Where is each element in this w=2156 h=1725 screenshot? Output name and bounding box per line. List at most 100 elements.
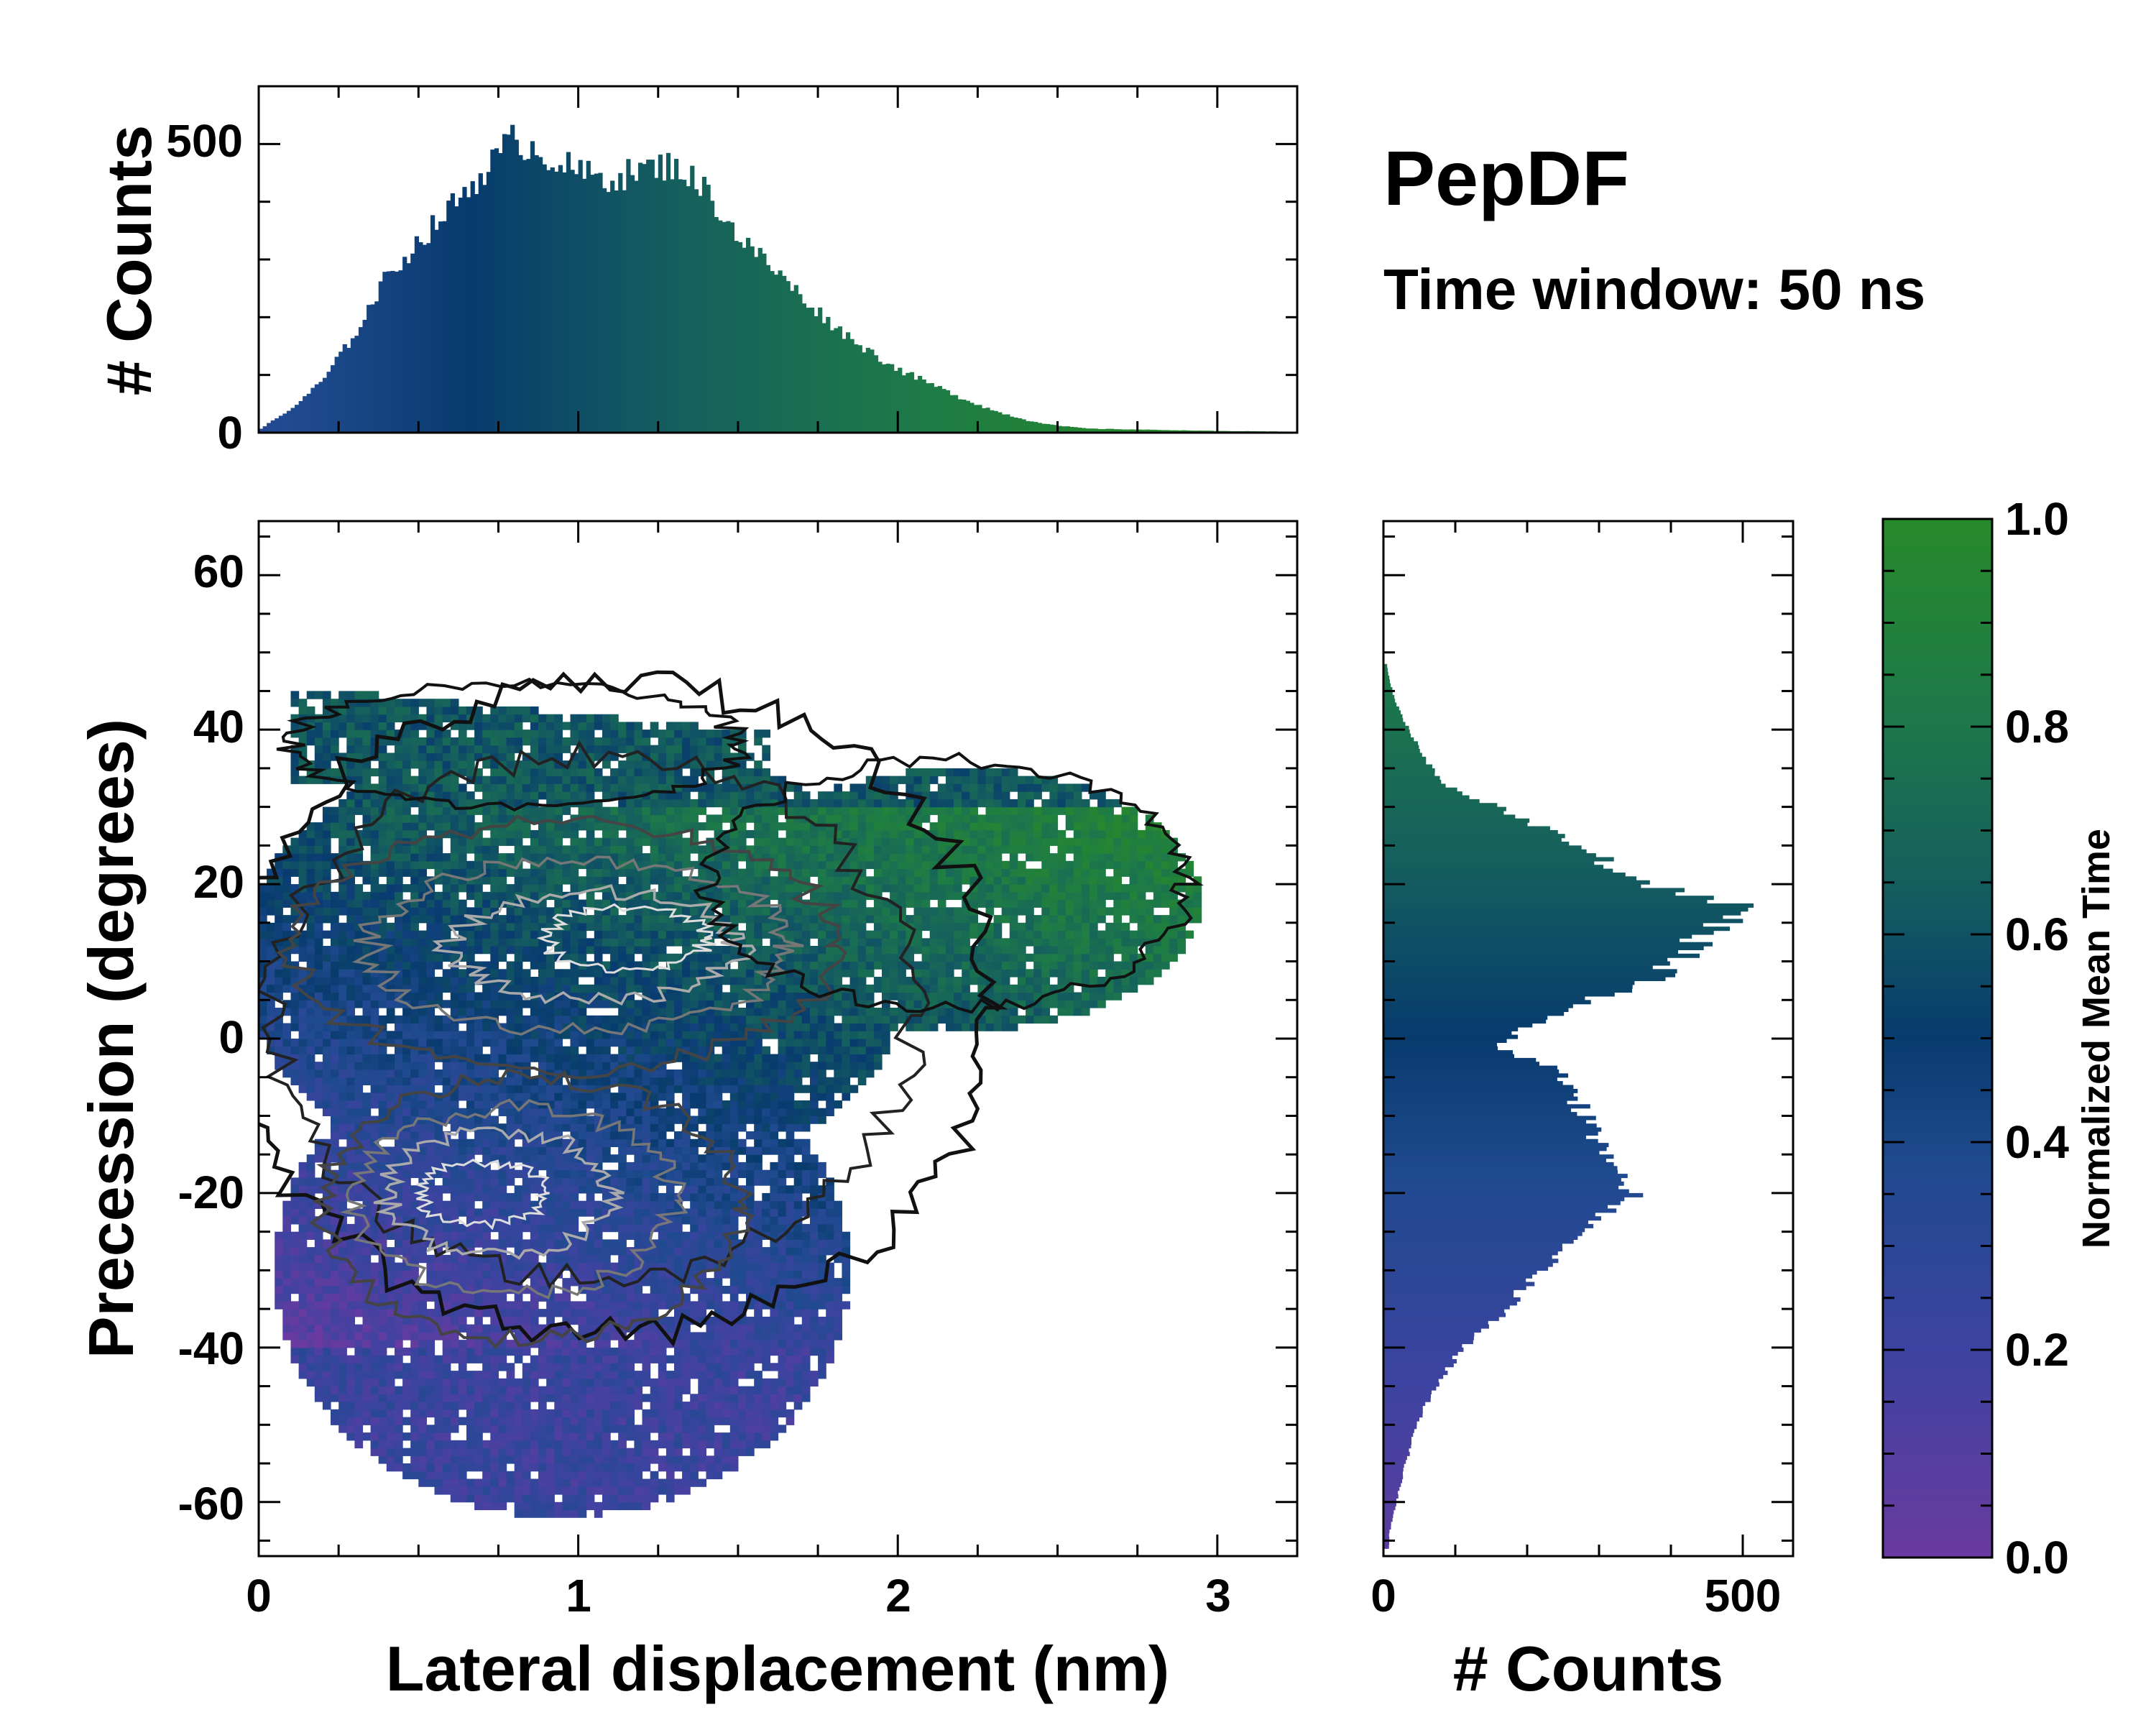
heatmap-cell	[610, 1154, 619, 1163]
heatmap-cell	[570, 1448, 579, 1456]
heatmap-cell	[314, 1023, 323, 1031]
heatmap-cell	[306, 1301, 315, 1310]
heatmap-cell	[626, 1008, 635, 1016]
heatmap-cell	[538, 938, 547, 947]
top-histogram-bar	[630, 175, 635, 433]
heatmap-cell	[362, 992, 372, 1000]
heatmap-cell	[410, 1070, 419, 1078]
heatmap-cell	[570, 1402, 579, 1410]
heatmap-cell	[626, 1231, 635, 1240]
heatmap-cell	[578, 1077, 587, 1085]
top-histogram-bar	[1065, 426, 1070, 433]
heatmap-cell	[642, 1448, 651, 1456]
heatmap-cell	[498, 776, 507, 784]
top-histogram-bar	[354, 336, 359, 433]
heatmap-cell	[370, 1278, 379, 1287]
heatmap-cell	[482, 977, 491, 985]
heatmap-cell	[650, 1417, 659, 1425]
heatmap-cell	[331, 722, 339, 730]
heatmap-cell	[442, 1000, 451, 1008]
heatmap-cell	[458, 1000, 467, 1008]
heatmap-cell	[562, 1494, 571, 1503]
heatmap-cell	[594, 1386, 603, 1394]
heatmap-cell	[458, 946, 467, 954]
heatmap-cell	[322, 1254, 331, 1264]
heatmap-cell	[354, 1309, 364, 1317]
heatmap-cell	[482, 1023, 491, 1031]
heatmap-cell	[554, 1347, 563, 1356]
heatmap-cell	[586, 1270, 595, 1279]
heatmap-cell	[275, 1285, 283, 1294]
heatmap-cell	[434, 845, 443, 854]
top-histogram-bar	[757, 247, 763, 433]
top-histogram-bar	[926, 383, 931, 433]
heatmap-cell	[426, 1177, 436, 1186]
heatmap-cell	[466, 1108, 475, 1116]
heatmap-cell	[418, 776, 427, 784]
heatmap-cell	[490, 776, 499, 784]
heatmap-cell	[530, 1254, 539, 1264]
heatmap-cell	[602, 737, 611, 746]
heatmap-cell	[530, 1216, 539, 1225]
heatmap-cell	[306, 930, 315, 939]
heatmap-cell	[610, 915, 619, 924]
heatmap-cell	[314, 915, 323, 924]
heatmap-cell	[290, 699, 300, 707]
heatmap-cell	[522, 1270, 531, 1279]
heatmap-cell	[562, 1085, 571, 1093]
heatmap-cell	[674, 1254, 683, 1264]
heatmap-cell	[594, 946, 603, 954]
heatmap-cell	[650, 1100, 659, 1109]
heatmap-cell	[331, 1092, 339, 1101]
heatmap-cell	[418, 799, 427, 808]
heatmap-cell	[426, 1131, 436, 1140]
heatmap-cell	[626, 953, 635, 962]
heatmap-cell	[610, 1100, 619, 1109]
heatmap-cell	[514, 1247, 523, 1256]
heatmap-cell	[338, 1070, 347, 1078]
heatmap-cell	[418, 768, 427, 777]
heatmap-cell	[634, 1138, 643, 1147]
heatmap-cell	[314, 1371, 323, 1379]
heatmap-cell	[290, 946, 300, 954]
heatmap-cell	[450, 953, 459, 962]
top-histogram-bar	[346, 348, 351, 433]
heatmap-cell	[378, 1185, 387, 1194]
heatmap-cell	[650, 776, 659, 784]
heatmap-cell	[665, 1355, 675, 1363]
heatmap-cell	[642, 1440, 651, 1449]
heatmap-cell	[602, 1015, 611, 1024]
heatmap-cell	[362, 907, 372, 916]
heatmap-cell	[650, 969, 659, 978]
heatmap-cell	[282, 1293, 291, 1302]
heatmap-cell	[530, 845, 539, 854]
heatmap-cell	[618, 1363, 627, 1371]
heatmap-cell	[482, 1070, 491, 1078]
heatmap-cell	[642, 1223, 651, 1233]
heatmap-cell	[642, 1108, 651, 1116]
heatmap-cell	[506, 1208, 515, 1217]
heatmap-cell	[410, 1077, 419, 1085]
heatmap-cell	[370, 1440, 379, 1449]
heatmap-cell	[395, 1000, 403, 1008]
heatmap-cell	[450, 1008, 459, 1016]
heatmap-cell	[562, 1378, 571, 1387]
heatmap-cell	[395, 868, 403, 877]
heatmap-cell	[506, 745, 515, 753]
heatmap-cell	[331, 953, 339, 962]
heatmap-cell	[506, 776, 515, 784]
heatmap-cell	[466, 930, 475, 939]
heatmap-cell	[395, 753, 403, 761]
heatmap-cell	[458, 1402, 467, 1410]
heatmap-cell	[594, 1108, 603, 1116]
heatmap-cell	[442, 799, 451, 808]
heatmap-cell	[298, 699, 308, 707]
heatmap-cell	[514, 822, 523, 831]
top-histogram-bar	[338, 351, 344, 433]
heatmap-cell	[522, 1092, 531, 1101]
heatmap-cell	[522, 1154, 531, 1163]
heatmap-cell	[338, 1023, 347, 1031]
heatmap-cell	[298, 1054, 308, 1062]
heatmap-cell	[314, 1008, 323, 1016]
heatmap-cell	[418, 1363, 427, 1371]
